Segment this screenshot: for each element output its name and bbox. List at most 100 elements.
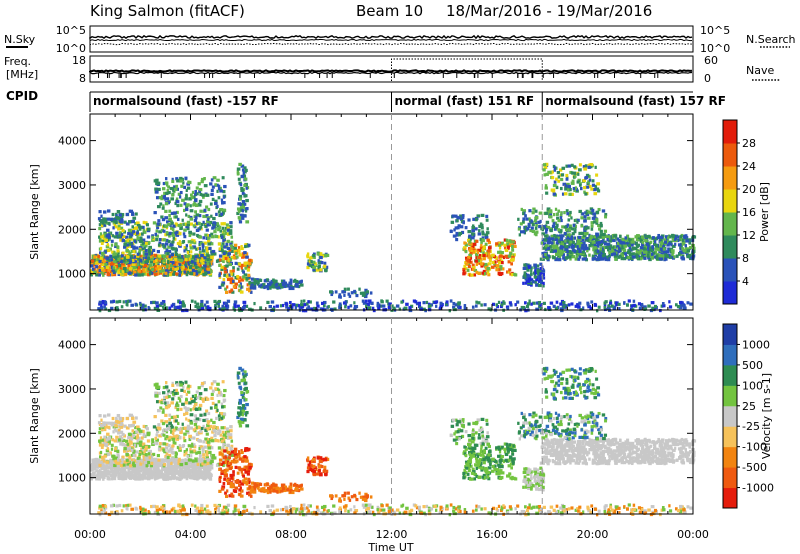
power-echo (160, 197, 164, 201)
power-echo (219, 186, 222, 191)
power-echo (181, 198, 185, 202)
power-echo (459, 225, 464, 229)
power-echo (208, 306, 212, 311)
power-echo (120, 254, 124, 258)
power-echo (388, 302, 392, 306)
power-echo (183, 264, 188, 268)
power-echo (607, 235, 611, 239)
power-echo (577, 237, 582, 242)
power-echo (222, 236, 226, 240)
power-echo (509, 258, 513, 262)
power-echo (252, 286, 257, 290)
power-echo (128, 254, 133, 258)
power-echo (551, 244, 554, 248)
power-echo (144, 268, 147, 272)
power-echo (206, 236, 211, 240)
power-echo (155, 238, 159, 242)
freq-strip-frame (89, 55, 694, 83)
velocity-echo (191, 476, 195, 480)
power-echo (602, 250, 605, 254)
power-echo (376, 301, 380, 306)
power-echo (637, 302, 641, 306)
power-echo (110, 217, 114, 221)
power-echo (519, 222, 523, 226)
power-echo (364, 299, 368, 303)
power-echo (179, 190, 183, 195)
power-echo (379, 304, 383, 308)
power-echo (594, 184, 598, 188)
power-echo (523, 225, 526, 230)
power-echo (117, 224, 121, 228)
power-echo (531, 280, 535, 284)
power-echo (554, 226, 559, 230)
power-echo (660, 304, 664, 308)
power-echo (639, 239, 644, 243)
power-echo (546, 207, 551, 211)
power-echo (478, 253, 482, 258)
power-echo (297, 304, 302, 308)
power-echo (524, 301, 527, 305)
power-echo (157, 219, 161, 223)
power-echo (224, 287, 227, 291)
power-echo (554, 252, 558, 257)
power-echo (205, 205, 209, 209)
power-echo (449, 229, 453, 233)
power-echo (154, 190, 159, 194)
power-echo (593, 192, 598, 196)
power-echo (644, 307, 648, 311)
power-echo (299, 283, 304, 287)
power-echo (160, 257, 164, 261)
velocity-echo (167, 462, 171, 466)
power-echo (589, 165, 593, 169)
power-echo (198, 268, 202, 272)
power-echo (101, 266, 105, 271)
power-echo (605, 245, 609, 250)
power-echo (95, 265, 99, 269)
power-echo (177, 255, 181, 259)
power-colorbar-tick-label: 20 (742, 183, 756, 196)
power-echo (152, 268, 156, 272)
power-echo (194, 210, 197, 214)
power-echo (185, 207, 189, 212)
power-echo (522, 217, 526, 221)
power-echo (532, 207, 536, 211)
freq-left-tick-bottom: 8 (79, 72, 86, 85)
power-echo (593, 215, 596, 219)
power-echo (592, 256, 597, 261)
power-echo (245, 206, 249, 211)
power-colorbar-cell (723, 143, 737, 167)
power-echo (323, 261, 327, 265)
power-echo (610, 249, 615, 254)
power-echo (136, 229, 139, 233)
power-echo (189, 272, 193, 276)
power-echo (475, 270, 479, 274)
power-echo (129, 260, 133, 264)
power-echo (266, 286, 270, 291)
power-echo (246, 244, 250, 248)
power-echo (212, 221, 216, 225)
velocity-echo (107, 465, 111, 470)
power-echo (169, 255, 174, 259)
power-echo (169, 223, 172, 227)
power-echo (188, 254, 193, 258)
power-echo (210, 242, 214, 246)
power-echo (171, 177, 174, 182)
power-echo (686, 254, 691, 259)
power-echo (353, 307, 357, 311)
power-echo (596, 189, 601, 193)
power-echo (202, 195, 205, 199)
power-echo (162, 255, 167, 259)
power-echo (248, 307, 252, 311)
power-echo (493, 263, 497, 268)
power-echo (551, 170, 554, 174)
power-echo (549, 170, 553, 174)
velocity-echo (100, 470, 103, 474)
power-echo (343, 287, 347, 291)
power-echo (538, 272, 543, 276)
power-echo (487, 240, 491, 245)
power-echo (487, 246, 492, 250)
power-echo (109, 254, 113, 258)
power-echo (198, 247, 202, 251)
power-echo (635, 250, 640, 254)
power-echo (116, 216, 121, 220)
